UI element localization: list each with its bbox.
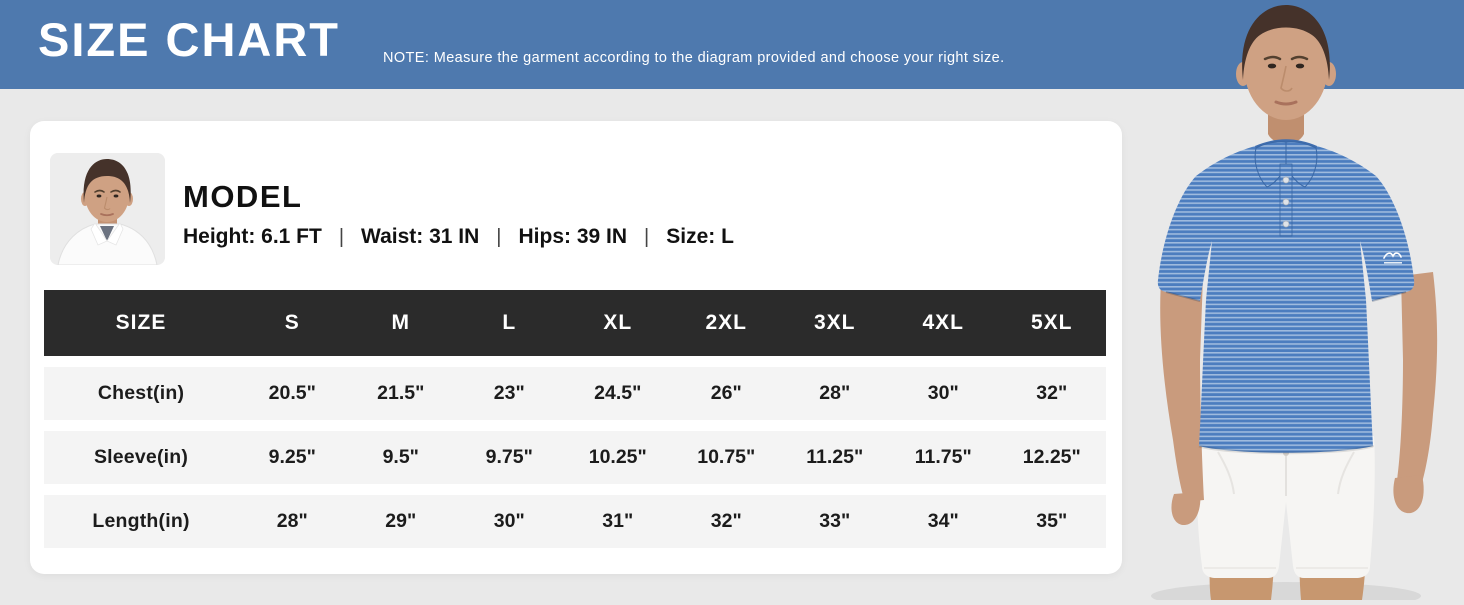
cell-chest-s: 20.5" xyxy=(268,382,316,404)
cell-length-l: 30" xyxy=(493,510,525,532)
cell-length-4xl: 34" xyxy=(927,510,959,532)
cell-sleeve-2xl: 10.75" xyxy=(697,446,756,468)
left-hand xyxy=(1171,492,1201,526)
banner: SIZE CHART NOTE: Measure the garment acc… xyxy=(0,0,1464,89)
cell-chest-2xl: 26" xyxy=(710,382,742,404)
polo-collar xyxy=(1254,139,1318,188)
model-stat-size: Size: L xyxy=(666,225,734,248)
size-table: SIZE S M L XL 2XL 3XL 4XL 5XL Chest(in) … xyxy=(44,290,1106,548)
right-hand xyxy=(1393,475,1424,514)
cell-chest-m: 21.5" xyxy=(377,382,425,404)
stat-separator: | xyxy=(496,226,502,248)
stat-separator: | xyxy=(644,226,650,248)
size-table-header: SIZE S M L XL 2XL 3XL 4XL 5XL xyxy=(44,290,1106,356)
table-row-length: Length(in) 28" 29" 30" 31" 32" 33" 34" 3… xyxy=(44,495,1106,548)
cell-chest-5xl: 32" xyxy=(1036,382,1068,404)
stat-separator: | xyxy=(338,226,345,248)
cell-chest-l: 23" xyxy=(493,382,525,404)
table-row-chest: Chest(in) 20.5" 21.5" 23" 24.5" 26" 28" … xyxy=(44,367,1106,420)
cell-sleeve-m: 9.5" xyxy=(382,446,419,468)
model-stat-hips: Hips: 39 IN xyxy=(518,225,628,248)
cell-length-m: 29" xyxy=(385,510,417,532)
col-header-2xl: 2XL xyxy=(705,311,747,334)
table-row-sleeve: Sleeve(in) 9.25" 9.5" 9.75" 10.25" 10.75… xyxy=(44,431,1106,484)
hair xyxy=(1242,5,1330,80)
cell-sleeve-l: 9.75" xyxy=(485,446,533,468)
cell-chest-4xl: 30" xyxy=(927,382,959,404)
cell-sleeve-4xl: 11.75" xyxy=(914,446,972,468)
cell-length-s: 28" xyxy=(276,510,308,532)
col-header-l: L xyxy=(502,311,517,334)
col-header-s: S xyxy=(284,311,300,334)
model-heading: MODEL xyxy=(183,179,303,214)
shorts xyxy=(1196,436,1375,578)
cell-chest-3xl: 28" xyxy=(819,382,851,404)
col-header-size: SIZE xyxy=(115,311,167,334)
col-header-5xl: 5XL xyxy=(1030,311,1073,334)
model-figure-illustration xyxy=(1151,5,1438,605)
cell-sleeve-5xl: 12.25" xyxy=(1022,446,1081,468)
col-header-xl: XL xyxy=(603,311,633,334)
cell-length-5xl: 35" xyxy=(1036,510,1068,532)
banner-note: NOTE: Measure the garment according to t… xyxy=(383,50,1005,66)
cell-sleeve-s: 9.25" xyxy=(268,446,316,468)
model-full-photo xyxy=(1134,0,1464,605)
model-headshot-illustration xyxy=(50,153,165,265)
col-header-3xl: 3XL xyxy=(813,311,856,334)
cell-sleeve-xl: 10.25" xyxy=(588,446,647,468)
button-placket xyxy=(1279,163,1293,237)
col-header-m: M xyxy=(391,311,410,334)
model-stat-waist: Waist: 31 IN xyxy=(361,225,480,248)
cell-length-2xl: 32" xyxy=(710,510,742,532)
model-stat-height: Height: 6.1 FT xyxy=(183,225,322,248)
cell-length-3xl: 33" xyxy=(819,510,851,532)
arms xyxy=(1160,268,1438,526)
page-title: SIZE CHART xyxy=(38,13,340,66)
model-thumbnail-photo xyxy=(50,153,165,265)
model-stats: Height: 6.1 FT | Waist: 31 IN | Hips: 39 IN |… xyxy=(183,225,734,249)
col-header-4xl: 4XL xyxy=(922,311,964,334)
cell-length-xl: 31" xyxy=(602,510,634,532)
ground-shadow xyxy=(1151,582,1421,605)
row-label-chest: Chest(in) xyxy=(97,382,185,404)
size-chart-card: MODEL Height: 6.1 FT | Waist: 31 IN | Hips: … xyxy=(30,121,1122,574)
row-label-sleeve: Sleeve(in) xyxy=(93,446,189,468)
brand-logo xyxy=(1383,252,1402,264)
head xyxy=(1236,5,1336,120)
polo-shirt xyxy=(1157,139,1415,455)
cell-chest-xl: 24.5" xyxy=(594,382,642,404)
row-label-length: Length(in) xyxy=(92,510,190,532)
face xyxy=(1263,55,1309,106)
cell-sleeve-3xl: 11.25" xyxy=(806,446,864,468)
